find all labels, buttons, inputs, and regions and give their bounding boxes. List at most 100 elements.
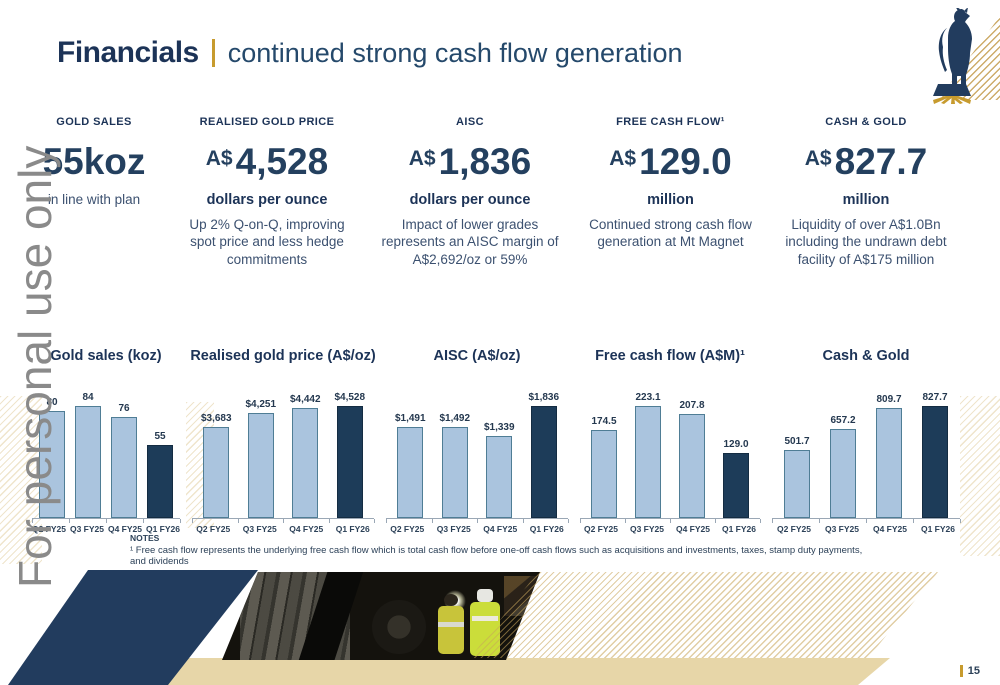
bar: [635, 406, 661, 518]
bar: [203, 427, 230, 518]
axis-tick: [431, 519, 433, 523]
vehicle-tire-graphic: [372, 600, 426, 654]
metric-value: A$4,528: [172, 141, 362, 183]
bar-chart-gold-sales: Gold sales (koz) 80 84 76 55 Q2 FY25 Q3 FY25…: [30, 348, 182, 534]
axis-tick: [760, 519, 761, 523]
notes-section: NOTES ¹ Free cash flow represents the un…: [130, 533, 880, 567]
metric-label: FREE CASH FLOW¹: [616, 116, 725, 128]
chart-title: Free cash flow (A$M)¹: [595, 348, 745, 364]
axis-label: Q2 FY25: [31, 524, 67, 534]
plot-area: $3,683 $4,251 $4,442 $4,528: [190, 370, 376, 518]
bar-value-label: $1,836: [528, 392, 560, 403]
chart-title: AISC (A$/oz): [433, 348, 521, 364]
bar-chart-free-cash-flow: Free cash flow (A$M)¹ 174.5 223.1 207.8 129…: [578, 348, 762, 534]
metric-unit: dollars per ounce: [206, 192, 328, 208]
right-decor-stripes: [960, 396, 1000, 556]
bar-column: 207.8: [679, 400, 705, 518]
chart-title: Realised gold price (A$/oz): [190, 348, 376, 364]
x-axis-labels: Q2 FY25 Q3 FY25 Q4 FY25 Q1 FY26: [30, 522, 182, 534]
bottom-decor-band: [0, 570, 1000, 685]
axis-label: Q1 FY26: [721, 524, 757, 534]
metric-card-cash-and-gold: CASH & GOLD A$827.7 million Liquidity of…: [771, 116, 961, 268]
axis-label: Q3 FY25: [436, 524, 471, 534]
metric-label: AISC: [456, 116, 484, 128]
title-separator: [211, 39, 215, 67]
bar-column: 76: [111, 403, 137, 518]
axis-label: Q3 FY25: [629, 524, 665, 534]
bar: [39, 411, 65, 518]
page-number-value: 15: [967, 665, 980, 677]
bar: [247, 413, 274, 518]
axis-tick: [283, 519, 284, 523]
bar: [591, 430, 617, 518]
metric-label: CASH & GOLD: [825, 116, 907, 128]
bar-column: 827.7: [922, 392, 948, 518]
metric-description: Continued strong cash flow generation at…: [589, 217, 752, 250]
bar-column: $4,528: [334, 392, 365, 518]
bar-value-label: $4,251: [245, 399, 277, 410]
bar-value-label: 129.0: [723, 439, 749, 450]
bar-value-label: $4,528: [334, 392, 366, 403]
axis-label: Q3 FY25: [824, 524, 860, 534]
footnote-text: ¹ Free cash flow represents the underlyi…: [130, 545, 863, 567]
bar-value-label: 76: [118, 403, 130, 414]
currency-prefix: A$: [609, 147, 637, 170]
bar-value-label: $1,491: [394, 413, 426, 424]
metric-number: 827.7: [834, 141, 928, 182]
axis-label: Q2 FY25: [583, 524, 619, 534]
metric-card-gold-sales: GOLD SALES 55koz in line with plan: [24, 116, 164, 268]
bar: [397, 427, 424, 518]
x-axis-labels: Q2 FY25 Q3 FY25 Q4 FY25 Q1 FY26: [578, 522, 762, 534]
bar-value-label: 84: [82, 392, 94, 403]
bar-column: $1,339: [484, 422, 515, 518]
bar: [530, 406, 557, 518]
axis-label: Q1 FY26: [145, 524, 181, 534]
charts-row: Gold sales (koz) 80 84 76 55 Q2 FY25 Q3 FY25…: [30, 348, 962, 534]
bar: [147, 445, 173, 518]
bar-column: 809.7: [876, 394, 902, 518]
bar-column: $1,491: [395, 413, 426, 518]
bar-column: 657.2: [830, 415, 856, 518]
metric-number: 1,836: [438, 141, 532, 182]
bar-column: 80: [39, 397, 65, 518]
metric-description: in line with plan: [47, 192, 141, 207]
bar-column: 84: [75, 392, 101, 518]
bar: [784, 450, 810, 518]
page-number-accent-bar: [959, 665, 963, 677]
metric-unit: dollars per ounce: [409, 192, 531, 208]
bar: [75, 406, 101, 518]
metric-unit: million: [647, 192, 694, 208]
left-decor-stripes: [0, 396, 42, 564]
metric-label: GOLD SALES: [56, 116, 132, 128]
metric-number: 4,528: [235, 141, 329, 182]
axis-tick: [69, 519, 70, 523]
axis-label: Q4 FY25: [289, 524, 324, 534]
bar-column: 174.5: [591, 416, 617, 518]
axis-tick: [568, 519, 569, 523]
bar-column: $4,442: [290, 394, 321, 518]
bar: [876, 408, 902, 518]
x-axis-labels: Q2 FY25 Q3 FY25 Q4 FY25 Q1 FY26: [770, 522, 962, 534]
metric-value: A$827.7: [771, 141, 961, 183]
metric-unit: million: [842, 192, 890, 208]
bar-value-label: 207.8: [679, 400, 705, 411]
bar-value-label: 657.2: [830, 415, 856, 426]
plot-area: $1,491 $1,492 $1,339 $1,836: [384, 370, 570, 518]
bar: [111, 417, 137, 518]
plot-area: 174.5 223.1 207.8 129.0: [578, 370, 762, 518]
axis-tick: [374, 519, 375, 523]
bar-column: 129.0: [723, 439, 749, 518]
bar-column: 501.7: [784, 436, 810, 518]
chart-title: Gold sales (koz): [50, 348, 162, 364]
metric-number: 55koz: [42, 141, 146, 182]
currency-prefix: A$: [804, 147, 832, 170]
x-axis-labels: Q2 FY25 Q3 FY25 Q4 FY25 Q1 FY26: [190, 522, 376, 534]
bar: [441, 427, 468, 518]
bar: [830, 429, 856, 518]
axis-tick: [180, 519, 181, 523]
metric-description: Up 2% Q-on-Q, improving spot price and l…: [189, 217, 345, 267]
axis-tick: [772, 519, 773, 523]
axis-tick: [913, 519, 914, 523]
bar-value-label: 55: [154, 431, 166, 442]
